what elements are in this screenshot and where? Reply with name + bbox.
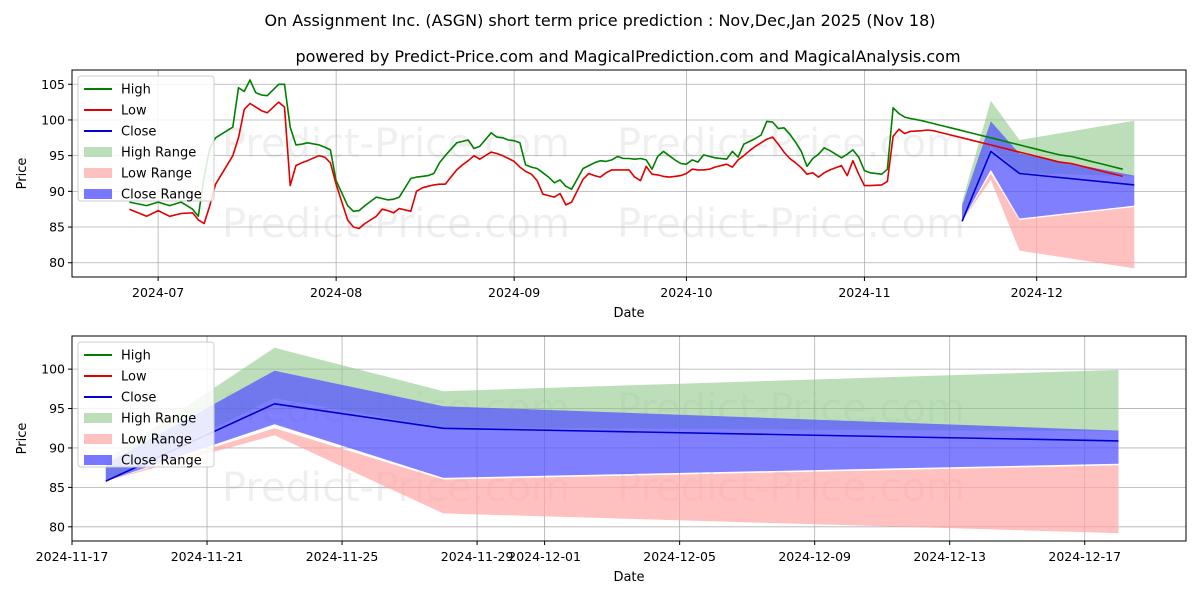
x-tick-label: 2024-12-13 [913,549,986,564]
legend: High Low Close High Range Low Range Close Ran… [77,341,215,469]
plot-area [129,79,1135,269]
y-tick-label: 85 [49,480,65,495]
low-series-line [129,101,1124,230]
legend-swatch-patch [84,189,112,199]
legend-label: High [121,349,151,364]
y-tick-label: 90 [49,440,65,455]
legend-swatch-patch [84,413,112,423]
high-series-line [129,79,1123,218]
x-tick-label: 2024-11-17 [36,549,109,564]
y-tick-label: 100 [41,362,65,377]
x-tick-label: 2024-12-05 [643,549,716,564]
legend-label: Low [121,370,147,385]
x-tick-label: 2024-12-01 [508,549,581,564]
x-tick-label: 2024-11-21 [171,549,244,564]
low-range-band [105,428,1119,534]
x-tick-label: 2024-11-29 [441,549,514,564]
x-axis-label: Date [613,306,644,321]
watermark-text: Predict-Price.com [617,201,965,247]
plot-area [105,347,1119,534]
axes-frame [71,335,1187,542]
legend-label: Close Range [121,188,202,203]
x-tick-label: 2024-11 [838,285,890,300]
legend-label: Close [121,125,156,140]
y-axis-label: Price [15,158,30,190]
close-range-band [105,370,1119,482]
legend-label: High Range [121,146,196,161]
close-range-band [962,121,1135,222]
x-tick-label: 2024-12-17 [1048,549,1121,564]
y-tick-label: 100 [41,112,65,127]
legend-label: Close Range [121,454,202,469]
x-tick-label: 2024-12-09 [778,549,851,564]
bottom-chart-panel: Predict-Price.comPredict-Price.comPredic… [15,335,1187,585]
legend-swatch-patch [84,168,112,178]
close-series-line [961,150,1135,222]
y-tick-label: 85 [49,220,65,235]
legend-label: High [121,83,151,98]
y-tick-label: 80 [49,255,65,270]
watermark-text: Predict-Price.com [222,201,570,247]
y-tick-label: 95 [49,148,65,163]
watermark-text: Predict-Price.com [222,121,570,167]
legend-label: High Range [121,412,196,427]
legend-swatch-patch [84,455,112,465]
chart-title: On Assignment Inc. (ASGN) short term pri… [264,11,935,30]
legend-label: Low Range [121,167,192,182]
legend-label: Close [121,391,156,406]
y-axis-label: Price [15,423,30,455]
x-tick-label: 2024-08 [310,285,362,300]
chart-subtitle: powered by Predict-Price.com and Magical… [295,47,960,66]
x-tick-label: 2024-10 [660,285,712,300]
x-tick-label: 2024-07 [132,285,184,300]
top-chart-panel: Predict-Price.com Predict-Price.com Predic… [15,69,1187,321]
x-tick-label: 2024-12 [1011,285,1063,300]
legend-label: Low [121,104,147,119]
y-tick-label: 90 [49,184,65,199]
axes-frame [71,69,1187,278]
x-tick-label: 2024-09 [488,285,540,300]
legend: High Low Close High Range Low Range Close Ran… [77,75,215,203]
legend-label: Low Range [121,433,192,448]
y-tick-label: 80 [49,519,65,534]
legend-swatch-patch [84,147,112,157]
legend-swatch-patch [84,434,112,444]
x-axis-label: Date [613,570,644,585]
low-range-band [962,173,1135,269]
x-tick-label: 2024-11-25 [306,549,379,564]
y-tick-label: 105 [41,77,65,92]
y-tick-label: 95 [49,401,65,416]
